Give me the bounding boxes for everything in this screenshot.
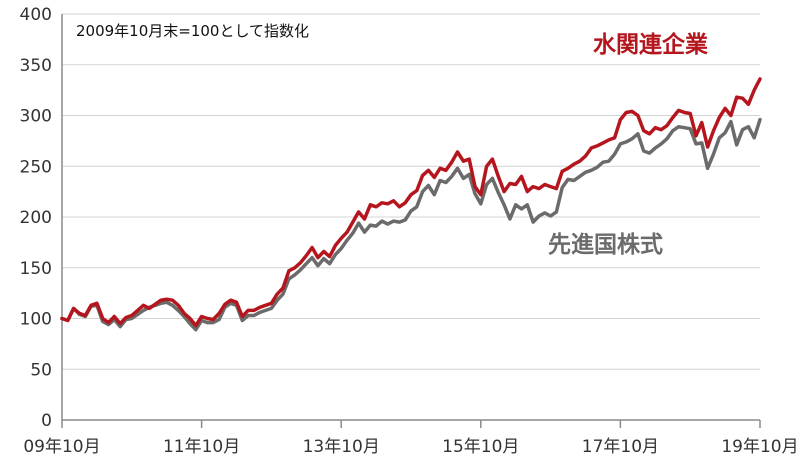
y-axis-ticks: 0 50 100 150 200 250 300 350 400 [20,5,52,431]
x-tick-label: 17年10月 [582,437,659,457]
x-axis: 09年10月 11年10月 13年10月 15年10月 17年10月 19年10月 [23,14,799,457]
gridlines [62,13,760,370]
y-tick-label: 50 [30,360,52,380]
series-label-developed-stocks: 先進国株式 [548,232,663,258]
y-tick-label: 300 [20,107,52,127]
x-tick-label: 11年10月 [163,437,240,457]
y-tick-label: 400 [20,5,52,25]
series-label-water-companies: 水関連企業 [593,31,709,58]
y-tick-label: 150 [20,259,52,279]
x-tick-label: 09年10月 [23,437,100,457]
x-tick-label: 15年10月 [442,437,519,457]
y-tick-label: 250 [20,157,52,177]
x-tick-label: 19年10月 [721,437,798,457]
y-tick-label: 350 [20,56,52,76]
series-line-developed-stocks [60,117,762,332]
x-tick-label: 13年10月 [303,437,380,457]
y-tick-label: 100 [20,310,52,330]
y-tick-label: 0 [41,411,52,431]
series-line-water-companies [60,77,762,328]
chart-annotation: 2009年10月末=100として指数化 [76,22,309,40]
series-lines [60,77,762,332]
y-tick-label: 200 [20,208,52,228]
